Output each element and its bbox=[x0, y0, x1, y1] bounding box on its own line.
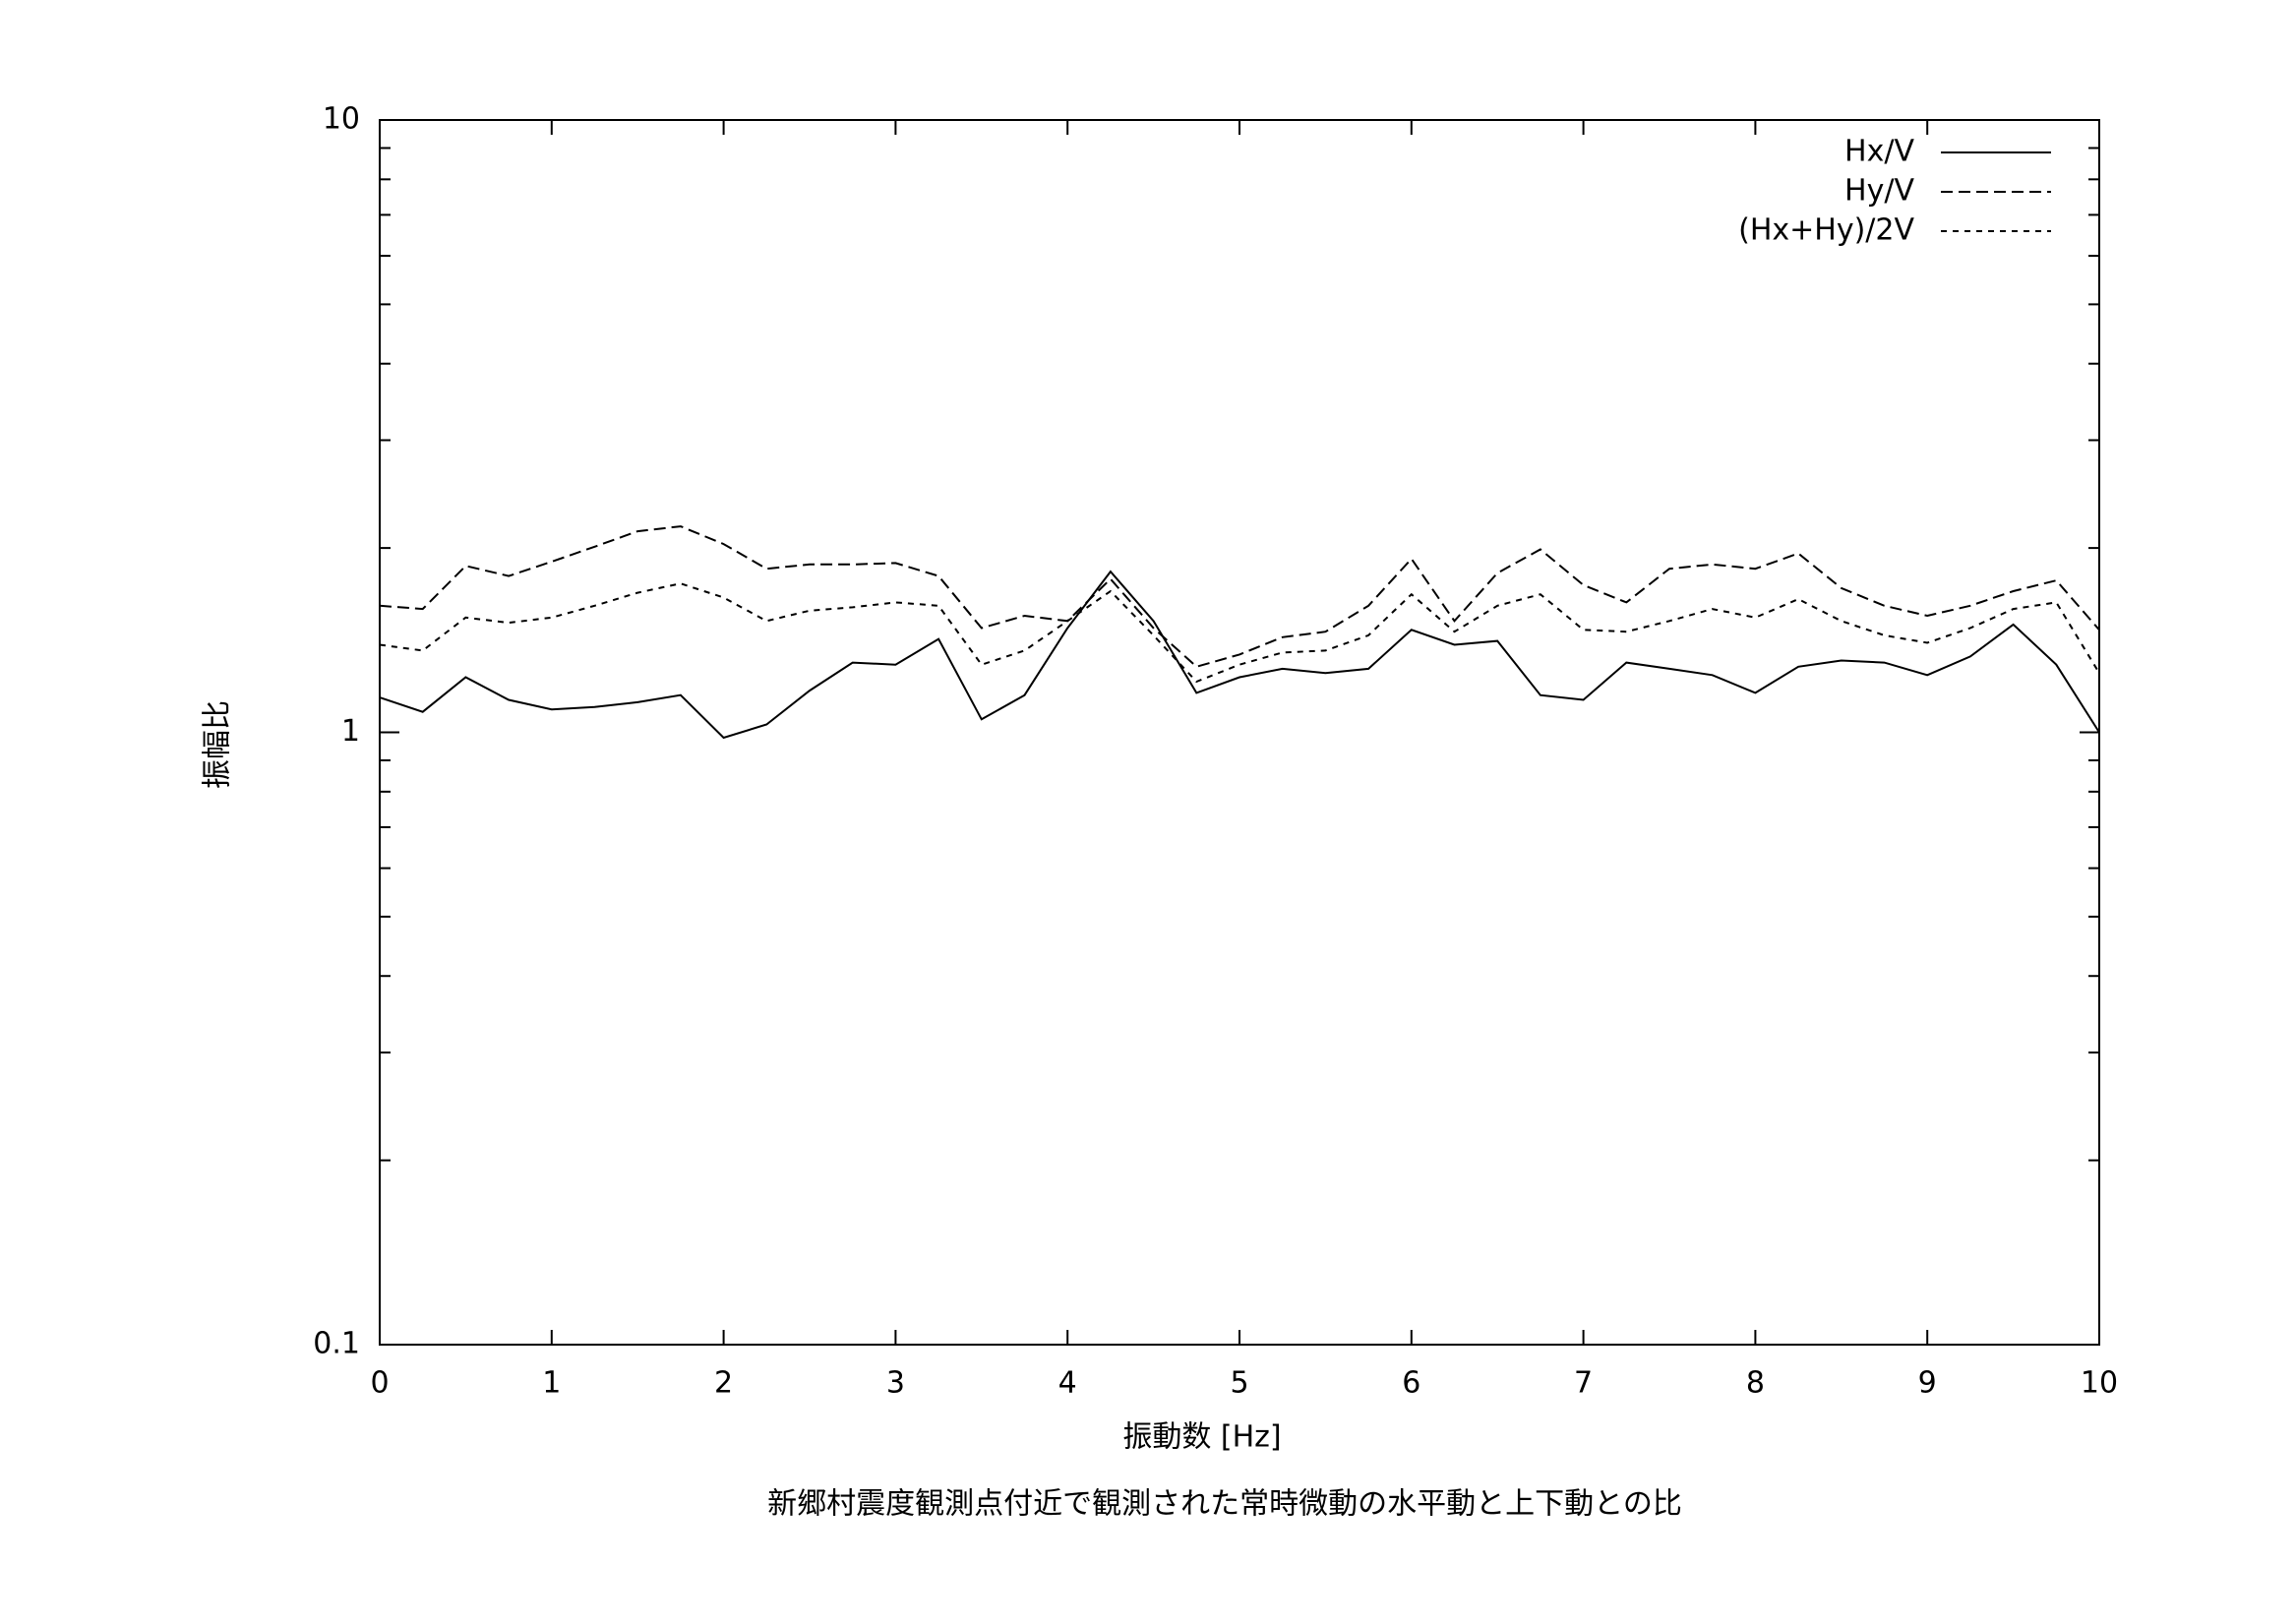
x-tick-label: 5 bbox=[1230, 1366, 1248, 1401]
x-tick-label: 8 bbox=[1746, 1366, 1765, 1401]
series-line bbox=[379, 570, 2100, 740]
legend-label: Hx/V bbox=[1844, 135, 1914, 169]
x-tick-label: 2 bbox=[714, 1366, 733, 1401]
x-tick-label: 9 bbox=[1918, 1366, 1937, 1401]
x-tick-label: 3 bbox=[886, 1366, 905, 1401]
x-tick-label: 1 bbox=[542, 1366, 561, 1401]
y-axis-label: 振幅比 bbox=[201, 700, 235, 789]
plot-frame bbox=[379, 119, 2100, 1346]
y-tick-label: 10 bbox=[323, 102, 360, 137]
x-tick-label: 0 bbox=[370, 1366, 389, 1401]
x-tick-label: 10 bbox=[2081, 1366, 2118, 1401]
legend-label: (Hx+Hy)/2V bbox=[1738, 213, 1914, 248]
x-tick-label: 7 bbox=[1574, 1366, 1593, 1401]
x-axis-label: 振動数 [Hz] bbox=[1122, 1420, 1281, 1455]
legend-label: Hy/V bbox=[1844, 174, 1914, 209]
x-tick-label: 4 bbox=[1058, 1366, 1077, 1401]
y-tick-label: 0.1 bbox=[313, 1327, 360, 1361]
series-line bbox=[379, 582, 2100, 684]
caption: 新郷村震度観測点付近で観測された常時微動の水平動と上下動との比 bbox=[767, 1487, 1682, 1522]
series-line bbox=[379, 525, 2100, 668]
x-tick-label: 6 bbox=[1402, 1366, 1420, 1401]
y-tick-label: 1 bbox=[341, 714, 360, 749]
